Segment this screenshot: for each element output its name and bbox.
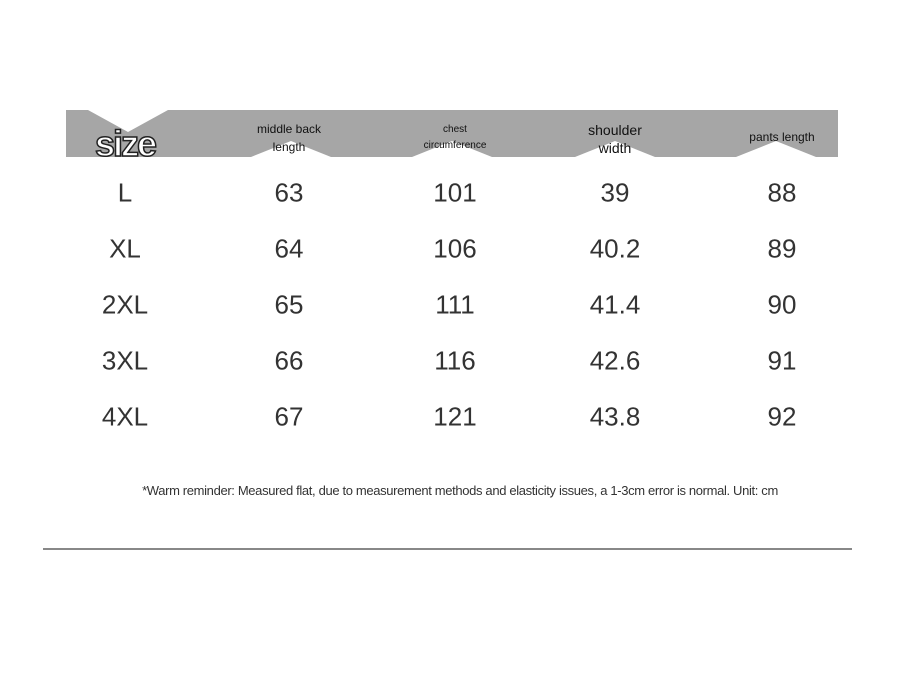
table-cell: 101 [433,177,477,208]
table-cell: 66 [274,345,304,376]
decoration [88,110,168,132]
header-line: middle back [256,122,322,136]
table-cell: 106 [433,233,477,264]
table-cell: 89 [767,233,797,264]
header-line: chest [443,124,467,135]
table-cell: 43.8 [589,401,641,432]
decoration [251,141,331,157]
header-band [66,110,838,157]
header-line: width [598,140,632,156]
header-line: shoulder [588,122,642,138]
header-cell: chest circumference [424,122,487,154]
header-cell: pants length [749,128,814,146]
table-cell: 88 [767,177,797,208]
header-line: length [272,140,306,154]
table-cell: XL [109,233,141,264]
divider [43,548,852,550]
table-cell: 41.4 [589,289,641,320]
table-cell: 67 [274,401,304,432]
table-cell: 111 [435,289,475,320]
decoration [575,141,655,157]
header-cell: size [94,123,158,165]
header-line: circumference [423,140,487,151]
table-cell: 121 [433,401,477,432]
table-cell: 63 [274,177,304,208]
table-cell: 91 [767,345,797,376]
table-cell: 4XL [101,401,149,432]
table-cell: 64 [274,233,304,264]
table-cell: 42.6 [589,345,641,376]
table-cell: 3XL [101,345,149,376]
decoration [412,141,492,157]
table-cell: 2XL [101,289,149,320]
header-line: pants length [749,130,815,144]
table-cell: 39 [600,177,630,208]
table-cell: 90 [767,289,797,320]
decoration [736,141,816,157]
header-cell: shoulder width [588,121,642,157]
table-cell: 65 [274,289,304,320]
header-cell: middle back length [257,120,321,156]
note: *Warm reminder: Measured flat, due to me… [142,483,778,498]
header-line: size [94,123,158,165]
table-cell: L [117,177,133,208]
table-cell: 40.2 [589,233,641,264]
table-cell: 116 [434,345,476,376]
table-cell: 92 [767,401,797,432]
